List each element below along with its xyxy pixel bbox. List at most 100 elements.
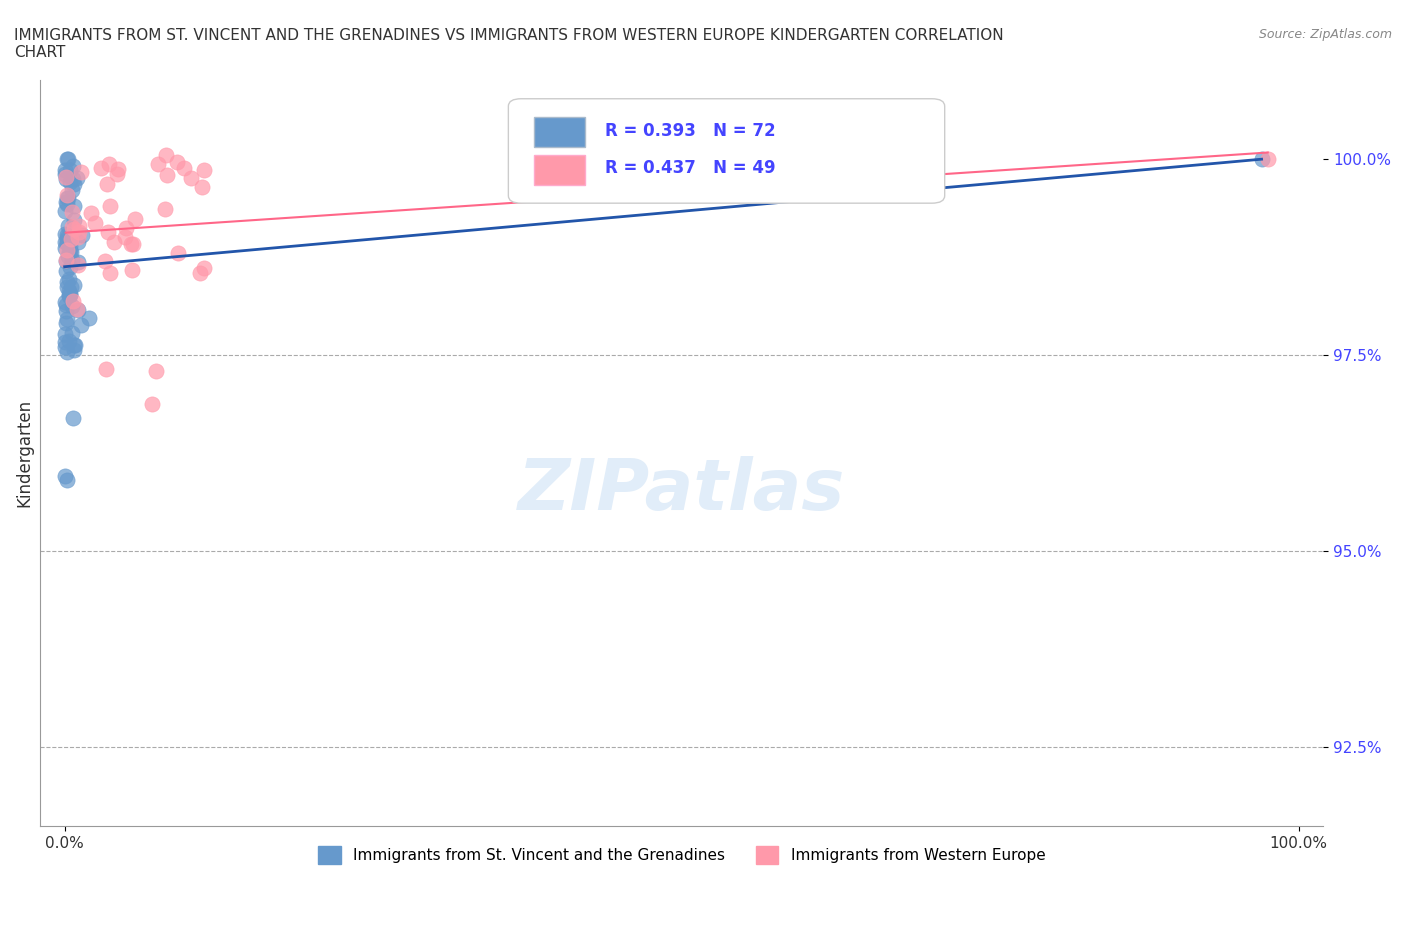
Point — [141, 397, 163, 412]
Point — [105, 166, 128, 181]
Point — [55, 230, 77, 245]
Point — [53, 326, 76, 341]
Point — [59, 259, 82, 274]
Point — [120, 236, 142, 251]
Point — [55, 253, 77, 268]
Point — [56, 219, 79, 233]
Point — [59, 239, 82, 254]
Point — [58, 287, 80, 302]
Point — [55, 194, 77, 209]
Point — [193, 260, 215, 275]
Point — [67, 224, 90, 239]
Point — [70, 165, 93, 179]
Point — [173, 160, 195, 175]
Point — [62, 221, 84, 236]
Point — [62, 159, 84, 174]
Point — [55, 253, 77, 268]
Point — [53, 234, 76, 249]
Point — [188, 266, 211, 281]
Point — [58, 334, 80, 349]
Point — [94, 361, 117, 376]
Point — [56, 152, 79, 166]
Point — [65, 338, 87, 352]
Point — [53, 469, 76, 484]
Point — [56, 234, 79, 249]
Text: IMMIGRANTS FROM ST. VINCENT AND THE GRENADINES VS IMMIGRANTS FROM WESTERN EUROPE: IMMIGRANTS FROM ST. VINCENT AND THE GREN… — [14, 28, 1004, 60]
Point — [66, 302, 89, 317]
Point — [66, 255, 89, 270]
Point — [53, 162, 76, 177]
Point — [65, 301, 87, 316]
Point — [56, 188, 79, 203]
Point — [60, 182, 83, 197]
Point — [96, 177, 118, 192]
Point — [56, 242, 79, 257]
FancyBboxPatch shape — [509, 99, 945, 203]
Point — [69, 318, 91, 333]
Point — [166, 246, 188, 260]
Point — [107, 161, 129, 176]
Point — [56, 152, 79, 166]
Point — [114, 229, 136, 244]
Point — [79, 206, 101, 220]
Point — [156, 167, 179, 182]
Point — [122, 236, 145, 251]
Point — [67, 230, 90, 245]
Point — [53, 340, 76, 355]
Y-axis label: Kindergarten: Kindergarten — [15, 399, 32, 507]
Point — [58, 163, 80, 178]
Point — [146, 157, 169, 172]
Point — [180, 170, 202, 185]
Point — [63, 338, 86, 352]
Point — [59, 286, 82, 301]
Point — [55, 171, 77, 186]
Point — [98, 199, 121, 214]
Point — [55, 335, 77, 350]
Point — [56, 248, 79, 263]
Point — [121, 263, 143, 278]
Point — [58, 245, 80, 259]
Point — [63, 198, 86, 213]
Point — [63, 213, 86, 228]
Point — [67, 258, 90, 272]
Point — [191, 179, 214, 194]
Point — [193, 163, 215, 178]
Point — [62, 294, 84, 309]
Point — [63, 277, 86, 292]
Point — [53, 204, 76, 219]
Point — [65, 170, 87, 185]
Point — [59, 232, 82, 246]
Point — [145, 364, 167, 379]
Point — [55, 169, 77, 184]
Point — [56, 280, 79, 295]
Point — [59, 279, 82, 294]
Text: R = 0.437   N = 49: R = 0.437 N = 49 — [605, 159, 775, 177]
Point — [62, 172, 84, 187]
Point — [53, 241, 76, 256]
Point — [53, 226, 76, 241]
Bar — [534, 117, 585, 147]
Point — [55, 312, 77, 326]
Point — [55, 264, 77, 279]
Point — [63, 342, 86, 357]
Point — [59, 244, 82, 259]
Point — [58, 272, 80, 286]
Point — [53, 295, 76, 310]
Point — [90, 160, 112, 175]
Point — [98, 156, 121, 171]
Point — [62, 326, 84, 340]
Point — [59, 175, 82, 190]
Point — [166, 154, 188, 169]
Point — [55, 344, 77, 359]
Point — [98, 266, 121, 281]
Point — [58, 284, 80, 299]
Point — [60, 219, 83, 234]
Text: R = 0.393   N = 72: R = 0.393 N = 72 — [605, 122, 775, 140]
Point — [56, 197, 79, 212]
Point — [60, 205, 83, 219]
Point — [93, 254, 115, 269]
Legend: Immigrants from St. Vincent and the Grenadines, Immigrants from Western Europe: Immigrants from St. Vincent and the Gren… — [312, 840, 1052, 870]
Point — [59, 287, 82, 302]
Point — [60, 245, 83, 259]
Point — [103, 234, 125, 249]
